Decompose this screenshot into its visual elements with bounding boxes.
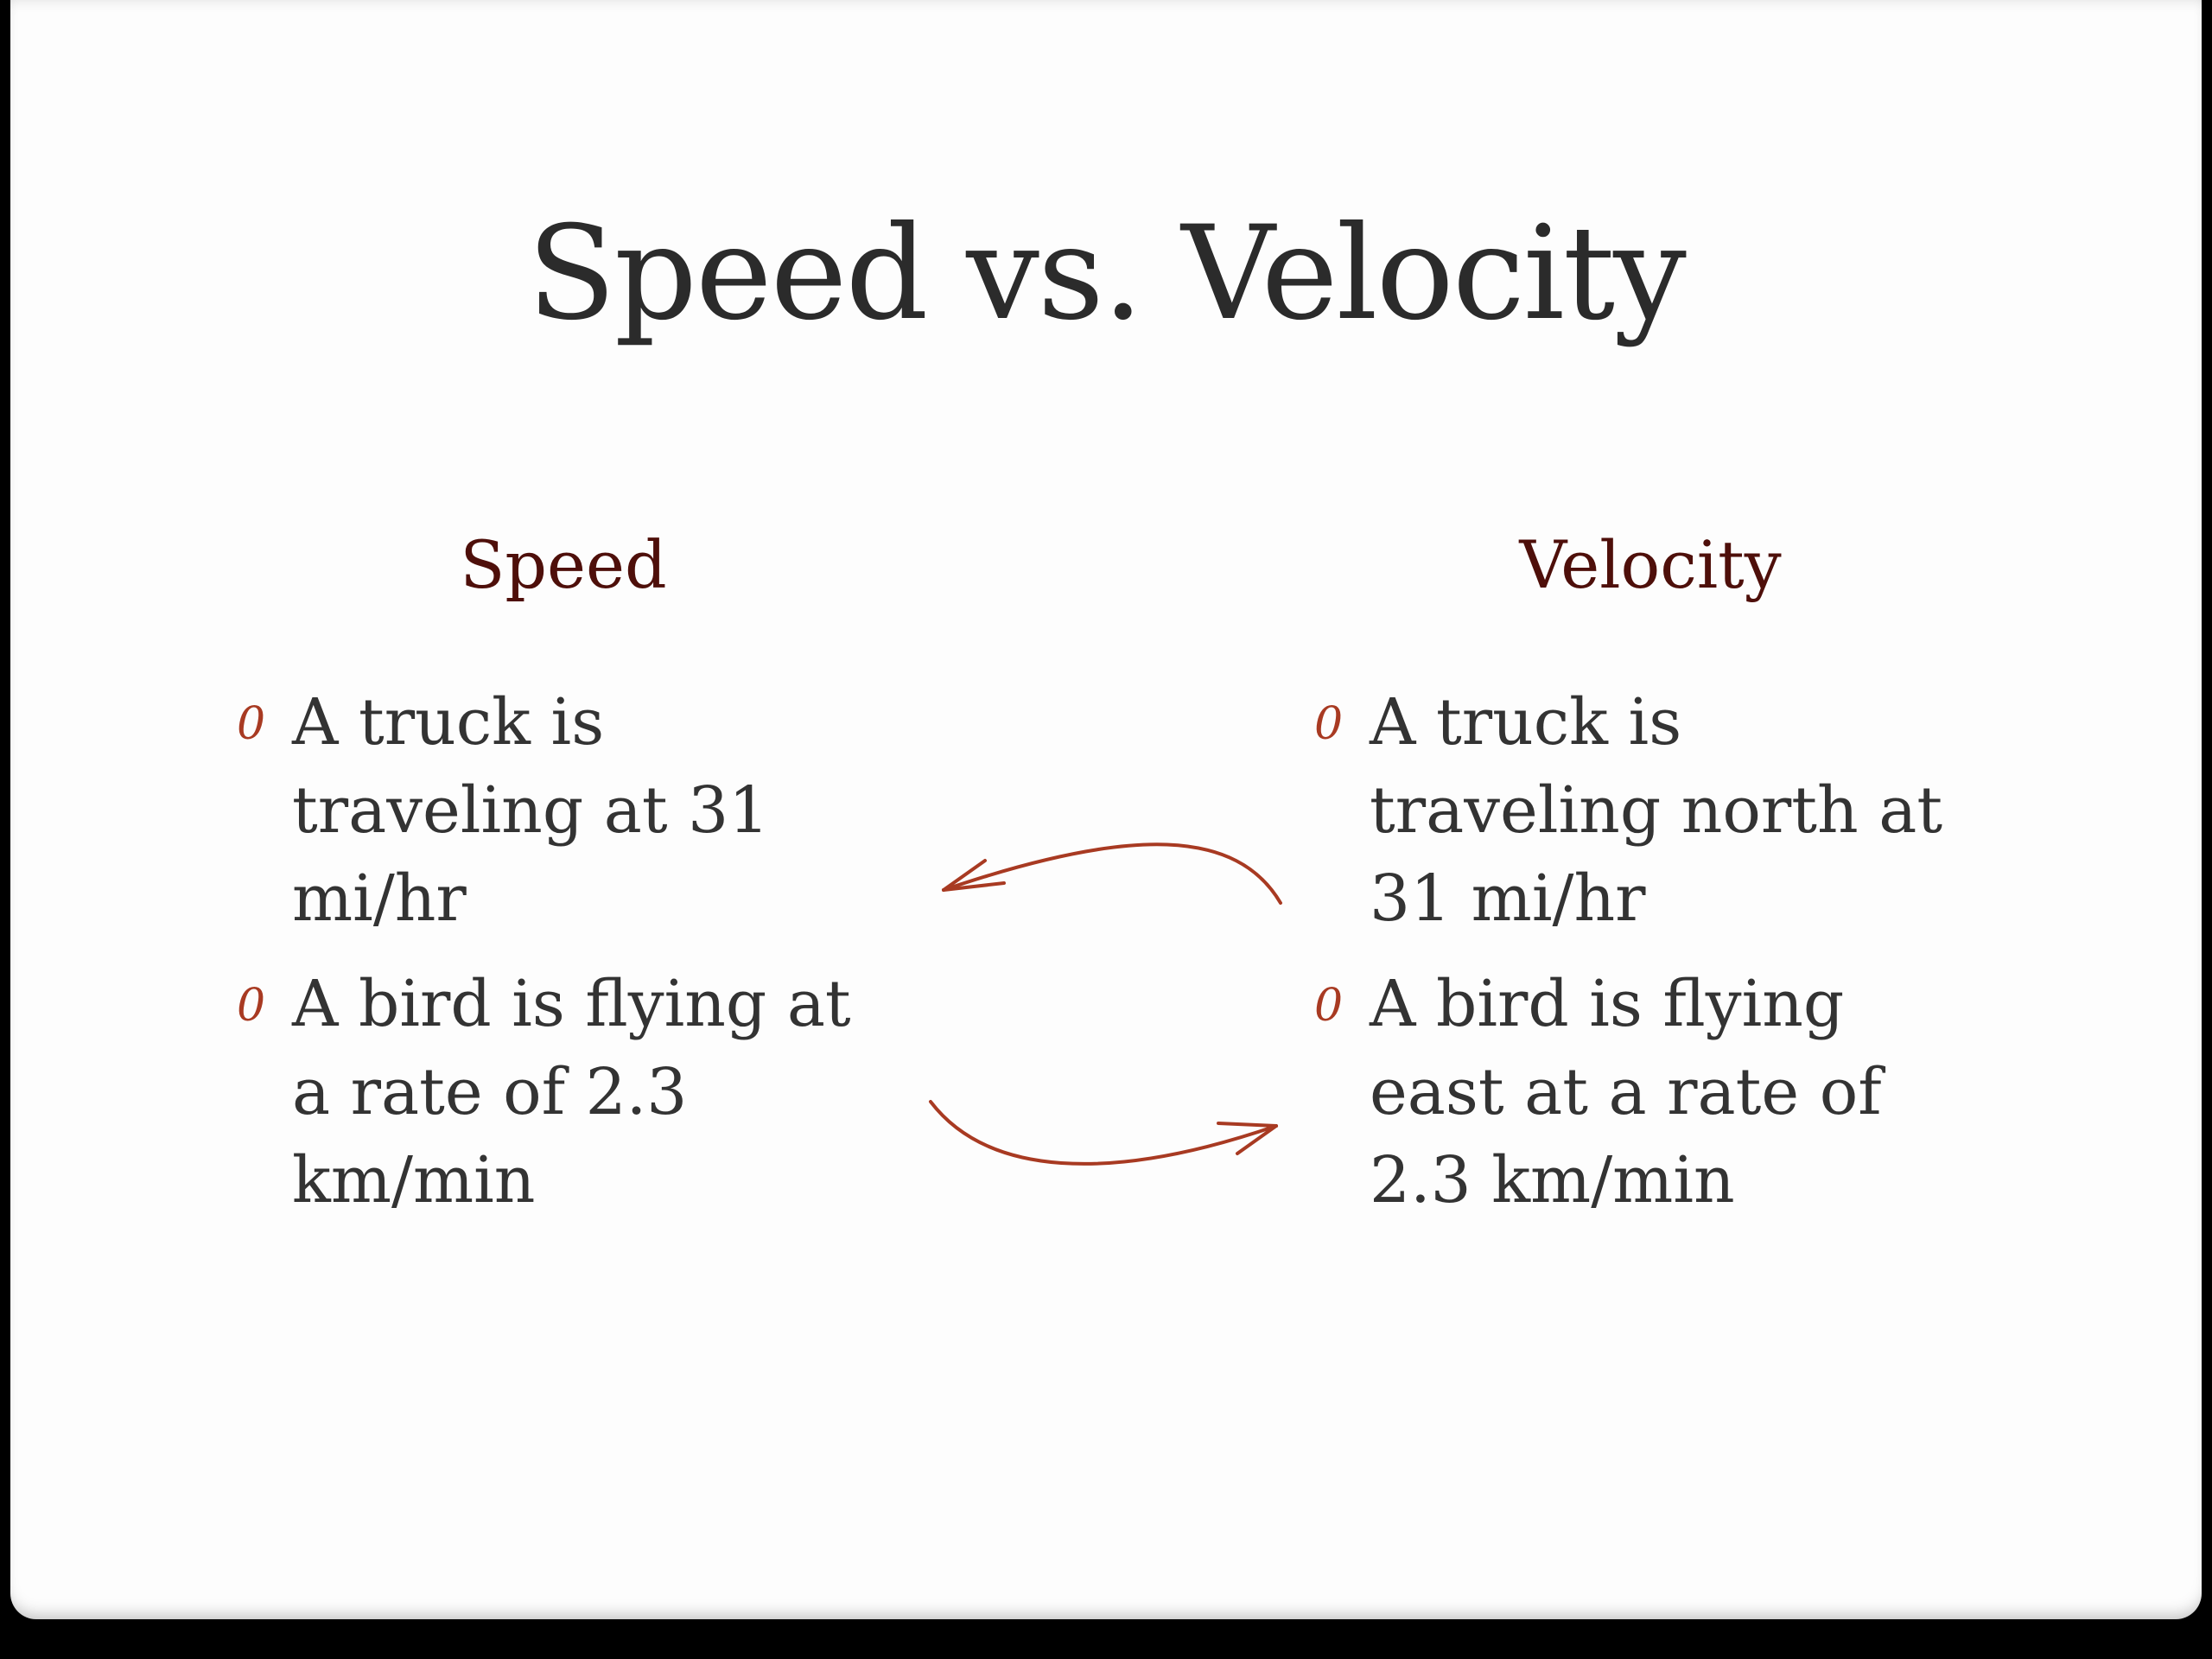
curved-arrow-right-icon [929, 1100, 1278, 1166]
speed-heading: Speed [460, 526, 667, 603]
list-item: 0 A bird is flying east at a rate of 2.3… [1311, 960, 1967, 1224]
bullet-text: A bird is flying east at a rate of 2.3 k… [1370, 967, 1882, 1217]
curved-arrow-left-icon [942, 842, 1282, 905]
bullet-icon: 0 [237, 698, 266, 750]
bullet-text: A bird is flying at a rate of 2.3 km/min [292, 967, 851, 1217]
bullet-icon: 0 [237, 980, 266, 1032]
bullet-icon: 0 [1314, 698, 1344, 750]
list-item: 0 A bird is flying at a rate of 2.3 km/m… [233, 960, 890, 1224]
slide: Speed vs. Velocity Speed Velocity 0 A tr… [10, 0, 2202, 1619]
velocity-bullet-list: 0 A truck is traveling north at 31 mi/hr… [1311, 678, 1967, 1242]
list-item: 0 A truck is traveling at 31 mi/hr [233, 678, 890, 943]
speed-bullet-list: 0 A truck is traveling at 31 mi/hr 0 A b… [233, 678, 890, 1242]
list-item: 0 A truck is traveling north at 31 mi/hr [1311, 678, 1967, 943]
bullet-text: A truck is traveling north at 31 mi/hr [1370, 685, 1943, 936]
velocity-heading: Velocity [1519, 526, 1782, 603]
bullet-text: A truck is traveling at 31 mi/hr [292, 685, 770, 936]
slide-title: Speed vs. Velocity [527, 199, 1687, 349]
bullet-icon: 0 [1314, 980, 1344, 1032]
